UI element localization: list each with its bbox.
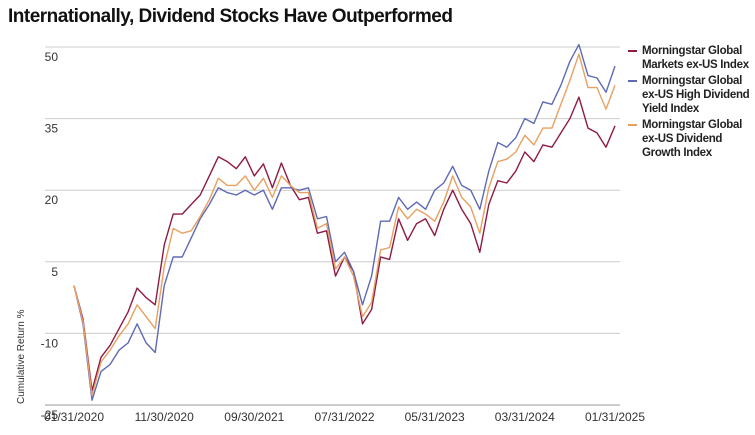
legend-label: Morningstar Global ex-US High Dividend Y…: [642, 75, 750, 115]
legend-swatch: [628, 124, 637, 126]
y-tick-label: 35: [45, 122, 59, 136]
series-line: [73, 96, 616, 392]
y-tick-label: 5: [51, 265, 58, 279]
series-line: [73, 43, 616, 401]
chart-title: Internationally, Dividend Stocks Have Ou…: [8, 6, 452, 27]
legend-label: Morningstar Global Markets ex-US Index: [642, 45, 749, 71]
legend-entry: Morningstar Global ex-US Dividend Growth…: [628, 118, 750, 160]
y-tick-label: -25: [41, 408, 59, 422]
legend-swatch: [628, 80, 637, 82]
x-tick-label: 01/31/2025: [585, 410, 645, 424]
legend-swatch: [628, 50, 637, 52]
legend-entry: Morningstar Global ex-US High Dividend Y…: [628, 74, 750, 116]
x-tick-label: 05/31/2023: [405, 410, 465, 424]
x-tick-label: 03/31/2024: [495, 410, 555, 424]
series-line: [73, 53, 616, 397]
legend-label: Morningstar Global ex-US Dividend Growth…: [642, 119, 743, 159]
y-axis-label: Cumulative Return %: [16, 309, 27, 404]
legend: Morningstar Global Markets ex-US Index Mo…: [628, 44, 750, 162]
y-tick-label: 20: [45, 193, 59, 207]
x-tick-label: 09/30/2021: [224, 410, 284, 424]
y-tick-label: 50: [45, 50, 59, 64]
y-tick-label: -10: [41, 336, 59, 350]
x-tick-label: 07/31/2022: [314, 410, 374, 424]
x-tick-label: 01/31/2020: [44, 410, 104, 424]
x-tick-label: 11/30/2020: [135, 410, 194, 424]
legend-entry: Morningstar Global Markets ex-US Index: [628, 44, 750, 72]
